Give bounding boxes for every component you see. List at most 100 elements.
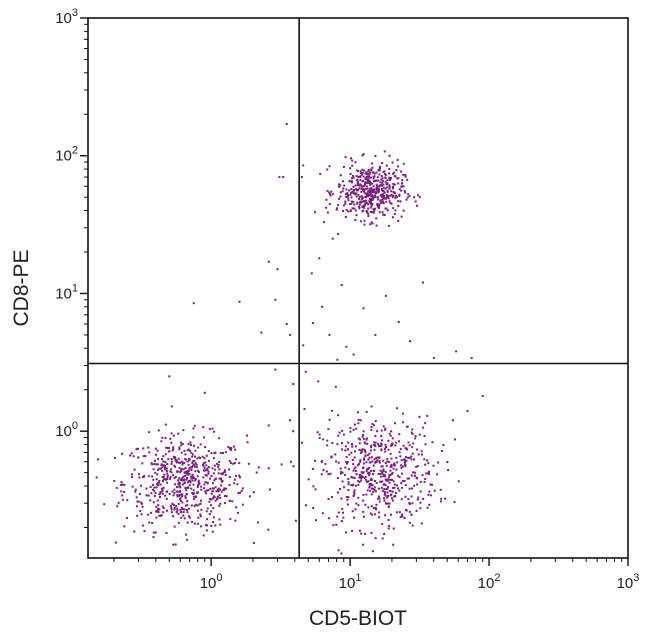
data-point (390, 472, 393, 475)
data-point (424, 463, 427, 466)
data-point (359, 175, 362, 178)
data-point (353, 203, 356, 206)
data-point (359, 452, 362, 455)
data-point (352, 463, 355, 466)
data-point (428, 470, 431, 473)
data-point (173, 476, 176, 479)
data-point (368, 194, 371, 197)
data-point (357, 504, 360, 507)
data-point (172, 494, 175, 497)
data-point (199, 499, 202, 502)
data-point (382, 425, 385, 428)
data-point (357, 462, 360, 465)
data-point (218, 477, 221, 480)
data-point (351, 174, 354, 177)
data-point (375, 183, 378, 186)
data-point (357, 422, 360, 425)
data-point (192, 489, 195, 492)
data-point (377, 179, 380, 182)
data-point (162, 507, 165, 510)
data-point (363, 190, 366, 193)
data-point (353, 423, 356, 426)
data-point (345, 495, 348, 498)
data-point (180, 493, 183, 496)
data-point (382, 213, 385, 216)
data-point (190, 504, 193, 507)
data-point (231, 500, 234, 503)
data-point (151, 475, 154, 478)
data-point (352, 189, 355, 192)
data-point (210, 492, 213, 495)
data-point (370, 493, 373, 496)
data-point (372, 490, 375, 493)
data-point (370, 456, 373, 459)
data-point (388, 476, 390, 479)
data-point (173, 488, 176, 491)
data-point (406, 477, 409, 480)
data-point (361, 210, 364, 213)
data-point (351, 445, 354, 448)
data-point (376, 176, 379, 179)
data-point (193, 505, 196, 508)
data-point (245, 434, 248, 437)
data-point (171, 502, 174, 505)
data-point (357, 437, 360, 440)
data-point (117, 501, 120, 504)
data-point (360, 184, 363, 187)
data-point (154, 492, 157, 495)
data-point (135, 496, 138, 499)
data-point (218, 437, 221, 440)
data-point (246, 441, 249, 444)
data-point (205, 474, 208, 477)
data-point (140, 484, 143, 487)
data-point (217, 463, 220, 466)
data-point (369, 190, 372, 193)
data-point (203, 487, 206, 490)
data-point (379, 472, 382, 475)
data-point (363, 204, 366, 207)
data-point (230, 447, 233, 450)
data-point (207, 459, 210, 462)
x-tick-label: 101 (339, 572, 362, 592)
data-point (377, 169, 380, 172)
data-point (381, 439, 384, 442)
data-point (379, 469, 382, 472)
data-point (388, 185, 391, 188)
data-point (170, 508, 173, 511)
data-point (158, 508, 161, 511)
data-point (390, 497, 393, 500)
data-point (173, 506, 176, 509)
data-point (190, 443, 193, 446)
data-point (383, 213, 386, 216)
data-point (233, 462, 236, 465)
data-point (424, 422, 427, 425)
quadrant-gates (88, 18, 628, 558)
data-point (383, 197, 386, 200)
data-point (326, 444, 329, 447)
data-point (188, 515, 191, 518)
data-point (155, 509, 158, 512)
y-tick-label: 102 (55, 145, 78, 165)
data-point (156, 463, 159, 466)
data-point (183, 517, 186, 520)
data-point (192, 483, 195, 486)
data-point (411, 452, 414, 455)
data-point (148, 431, 151, 434)
data-point (210, 524, 213, 527)
data-point (223, 471, 226, 474)
data-point (218, 488, 221, 491)
data-point (419, 480, 422, 483)
data-point (302, 344, 305, 347)
data-point (188, 516, 191, 519)
data-point (389, 469, 392, 472)
data-point (216, 497, 219, 500)
data-point (390, 193, 393, 196)
data-point (190, 477, 193, 480)
data-point (388, 502, 391, 505)
data-point (390, 430, 393, 433)
data-point (377, 187, 380, 190)
data-point (367, 190, 370, 193)
data-point (367, 194, 370, 197)
data-point (200, 488, 203, 491)
data-point (393, 212, 396, 215)
